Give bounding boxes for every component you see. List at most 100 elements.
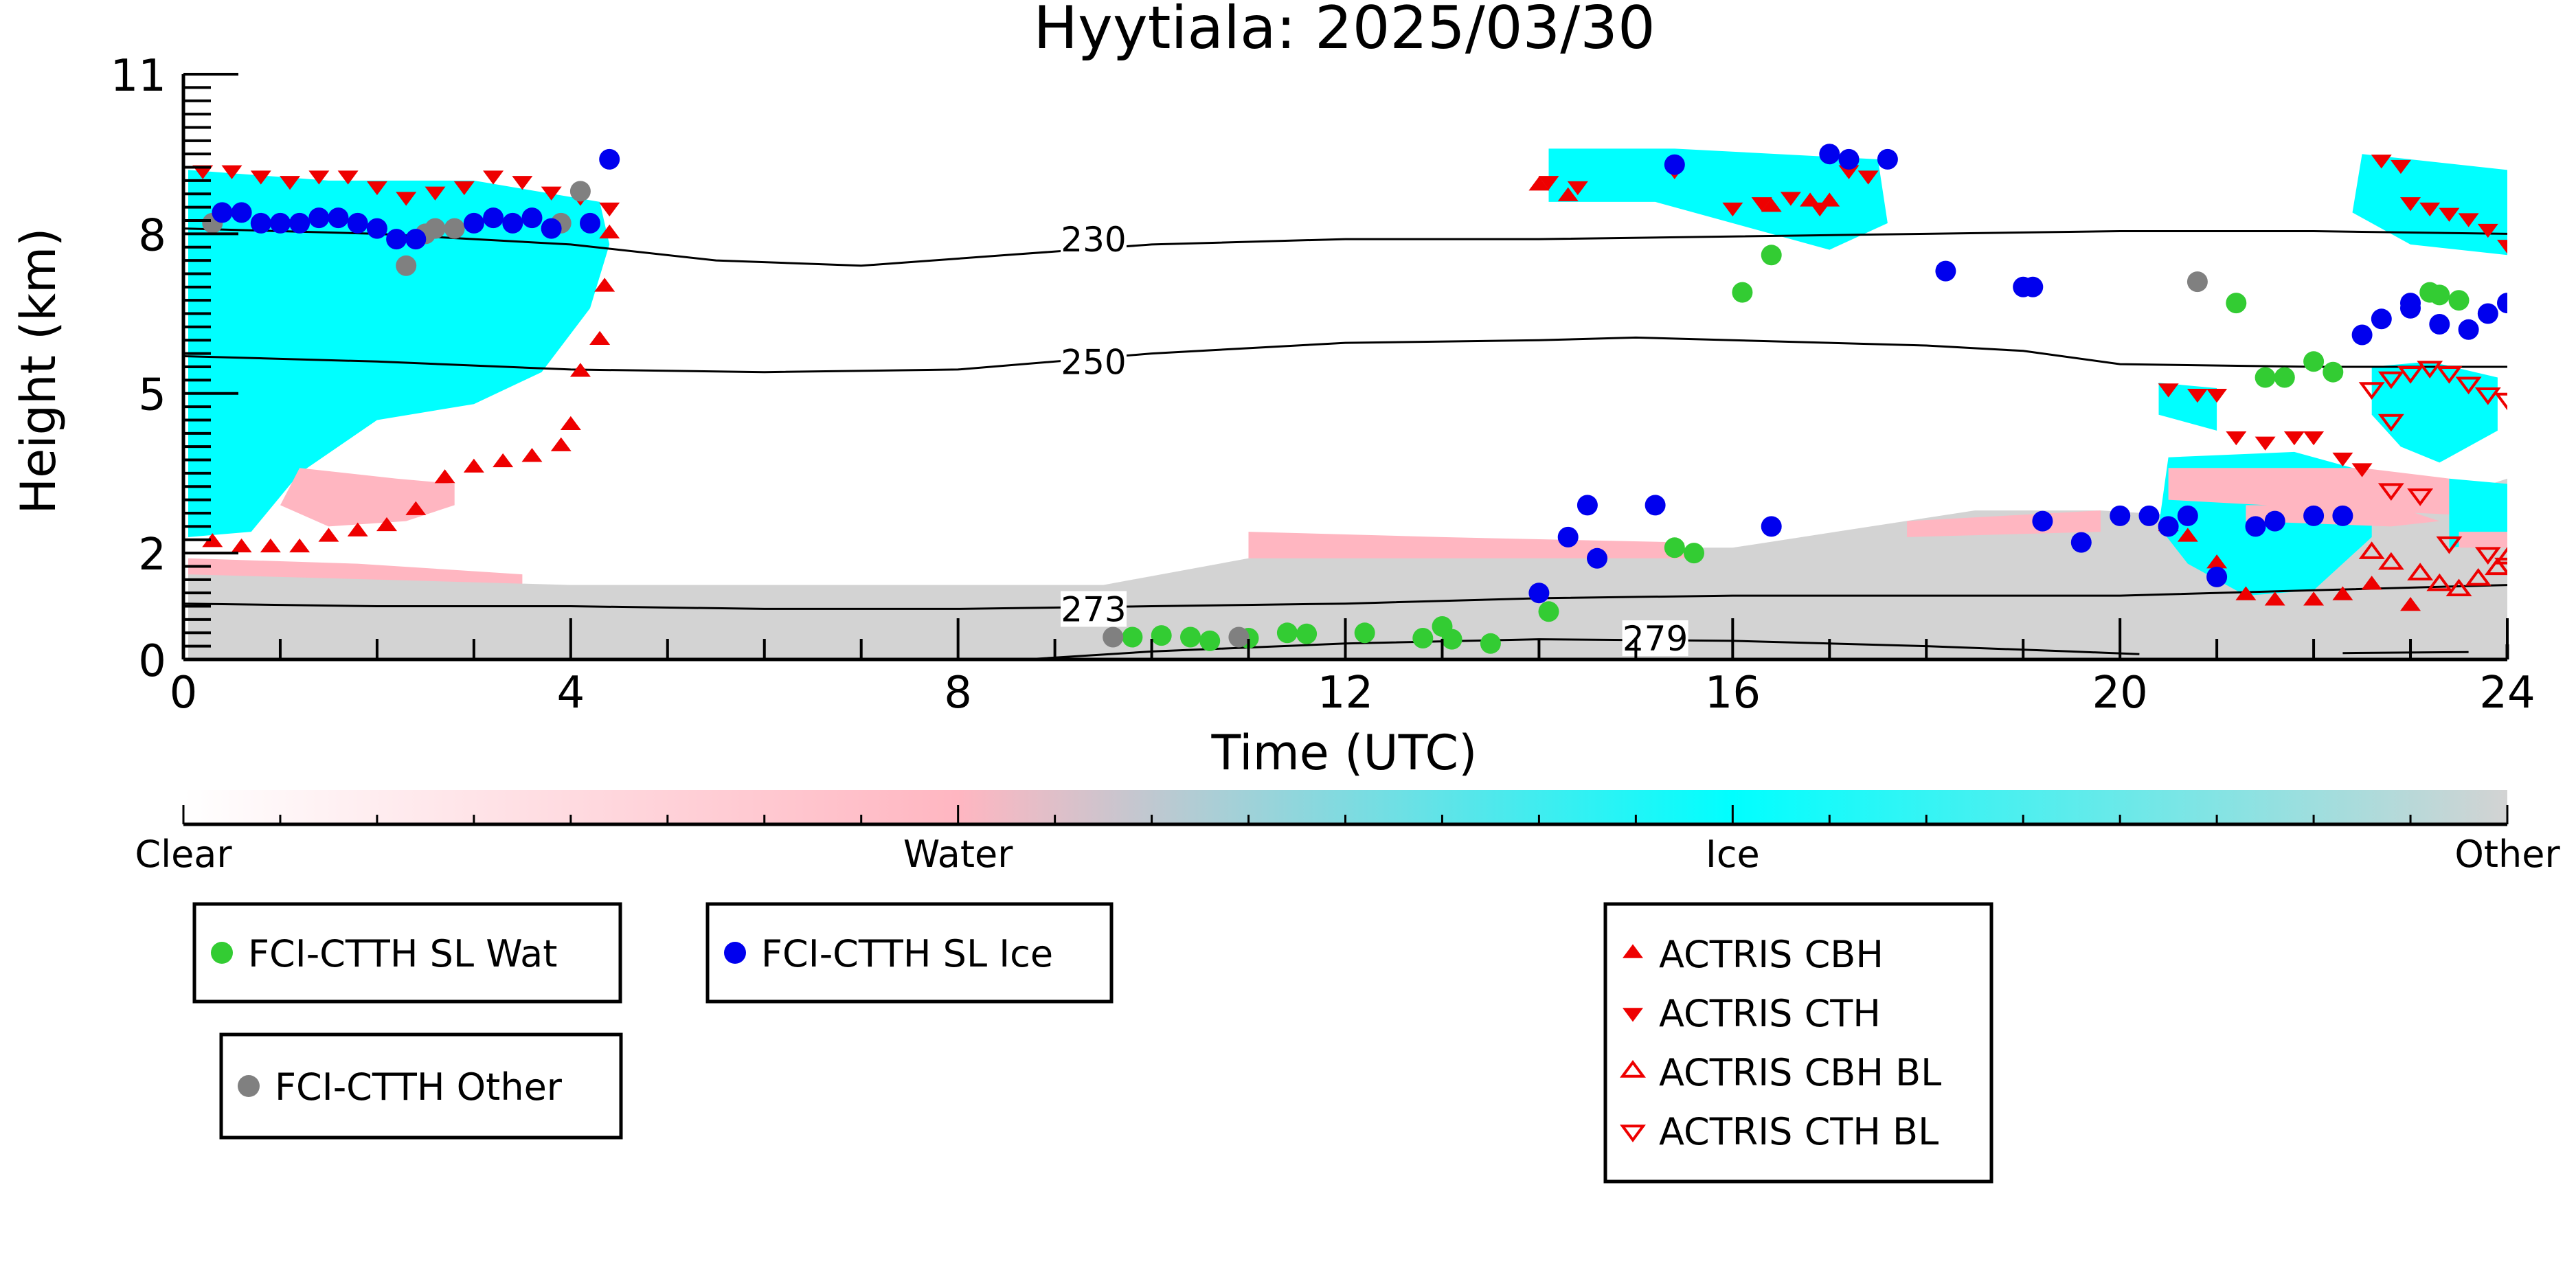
data-point-fci-ctth-sl-wat xyxy=(1180,626,1201,648)
data-point-actris-cbh xyxy=(1761,198,1782,212)
data-point-actris-cbh xyxy=(569,363,591,377)
temperature-contour-230 xyxy=(183,227,2507,267)
data-point-actris-cth xyxy=(221,165,242,179)
data-point-fci-ctth-sl-wat xyxy=(1296,623,1318,644)
data-point-fci-ctth-sl-wat xyxy=(1538,601,1559,622)
data-point-fci-ctth-sl-ice xyxy=(2303,505,2325,526)
data-point-fci-ctth-sl-ice xyxy=(1528,583,1550,604)
data-point-fci-ctth-sl-ice xyxy=(1557,526,1579,547)
legend-box-3: FCI-CTTH Other xyxy=(219,1032,623,1140)
plot-area: 230 250 273 279 0 4 8 12 16 20 24 0 2 5 8 11 xyxy=(111,51,2535,719)
legend-marker-fci-ctth-sl-ice xyxy=(724,942,746,964)
data-point-actris-cbh xyxy=(599,224,620,239)
data-point-actris-cbh xyxy=(493,453,514,468)
data-point-fci-ctth-sl-ice xyxy=(250,212,271,234)
data-point-actris-cth-bl xyxy=(2377,483,2404,501)
data-point-actris-cbh xyxy=(463,458,484,473)
data-point-actris-cth xyxy=(1809,202,1831,217)
data-point-fci-ctth-sl-ice xyxy=(521,207,543,229)
data-point-actris-cbh xyxy=(318,528,339,542)
data-point-fci-ctth-sl-wat xyxy=(1732,282,1753,303)
cloud-region-water-4 xyxy=(1248,532,1684,558)
legend: FCI-CTTH SL Wat FCI-CTTH SL Ice FCI-CTTH O… xyxy=(192,902,1993,1184)
data-point-fci-ctth-sl-ice xyxy=(463,212,484,234)
cloud-region-water-5 xyxy=(1907,510,2101,537)
data-point-actris-cth-bl xyxy=(2436,365,2463,384)
data-point-fci-ctth-sl-ice xyxy=(2022,276,2044,297)
data-point-fci-ctth-sl-ice xyxy=(2110,505,2131,526)
legend-marker-actris-cth-bl xyxy=(1620,1125,1646,1142)
data-point-fci-ctth-sl-ice xyxy=(2507,298,2527,319)
data-point-actris-cth xyxy=(1780,192,1801,206)
contour-label-273: 273 xyxy=(1061,589,1126,629)
y-tick-label: 5 xyxy=(138,370,166,421)
data-point-actris-cbh-bl xyxy=(2407,563,2434,580)
data-point-actris-cbh xyxy=(1528,177,1550,191)
data-point-fci-ctth-sl-wat xyxy=(1199,630,1221,651)
data-point-fci-ctth-sl-ice xyxy=(366,218,387,239)
data-point-fci-ctth-sl-wat xyxy=(2429,284,2450,306)
colorbar-label-ice: Ice xyxy=(1706,833,1760,876)
colorbar-label-water: Water xyxy=(903,833,1013,876)
data-point-actris-cbh-bl xyxy=(2465,567,2492,586)
data-point-actris-cth xyxy=(396,192,417,206)
legend-frame xyxy=(192,902,622,1004)
data-point-actris-cbh xyxy=(231,538,252,553)
legend-label-fci-ctth-other: FCI-CTTH Other xyxy=(275,1065,563,1109)
data-point-actris-cth xyxy=(1722,202,1743,217)
data-point-fci-ctth-sl-ice xyxy=(483,207,504,229)
data-point-actris-cbh xyxy=(289,538,310,553)
legend-box-2: FCI-CTTH SL Ice xyxy=(705,902,1114,1004)
data-point-fci-ctth-sl-ice xyxy=(2158,516,2179,537)
data-point-actris-cbh xyxy=(2303,591,2325,606)
data-point-fci-ctth-other xyxy=(2187,271,2208,293)
data-point-fci-ctth-sl-ice xyxy=(2400,297,2421,319)
y-tick-label: 11 xyxy=(111,51,166,102)
data-point-actris-cbh-bl xyxy=(2445,578,2472,597)
data-point-fci-ctth-sl-ice xyxy=(212,202,233,223)
data-point-actris-cth xyxy=(1751,197,1772,212)
data-point-fci-ctth-sl-ice xyxy=(2371,308,2392,330)
x-tick-label: 20 xyxy=(2092,668,2147,719)
data-point-fci-ctth-sl-ice xyxy=(347,212,368,234)
data-point-actris-cth xyxy=(2255,436,2276,451)
data-point-fci-ctth-sl-ice xyxy=(502,212,523,234)
data-point-fci-ctth-sl-ice xyxy=(2032,510,2053,532)
y-axis-label: Height (km) xyxy=(10,228,67,515)
data-point-fci-ctth-sl-ice xyxy=(541,218,562,239)
data-point-actris-cbh xyxy=(376,517,398,532)
data-point-actris-cbh xyxy=(550,437,572,451)
data-point-actris-cbh xyxy=(2264,591,2285,606)
data-point-actris-cbh-bl xyxy=(2494,546,2507,565)
contour-label-bg-273 xyxy=(1061,591,1127,627)
data-point-fci-ctth-sl-ice xyxy=(2206,566,2228,587)
data-point-fci-ctth-sl-ice xyxy=(599,148,620,170)
x-tick-label: 24 xyxy=(2479,668,2535,719)
temperature-contour-273 xyxy=(183,584,2507,610)
cloud-region-water-9 xyxy=(2168,468,2507,516)
data-point-fci-ctth-other xyxy=(425,218,446,239)
contour-label-279: 279 xyxy=(1623,619,1688,659)
data-point-actris-cth xyxy=(599,202,620,217)
data-point-actris-cbh xyxy=(2206,554,2228,569)
series-actris-cth xyxy=(192,155,2507,477)
legend-box-1: FCI-CTTH SL Wat xyxy=(192,902,622,1004)
data-point-actris-cbh xyxy=(2177,528,2198,542)
data-point-fci-ctth-sl-ice xyxy=(2070,532,2092,553)
series-fci-ctth-sl-wat xyxy=(1122,245,2470,654)
data-point-actris-cth xyxy=(2371,155,2392,169)
data-point-actris-cbh xyxy=(202,533,223,547)
legend-frame xyxy=(1603,902,1993,1184)
contour-label-250: 250 xyxy=(1061,342,1126,382)
legend-label-actris-cbh-bl: ACTRIS CBH BL xyxy=(1659,1051,1941,1094)
legend-box-4: ACTRIS CBH ACTRIS CTH ACTRIS CBH BL ACTRIS … xyxy=(1603,902,1993,1184)
data-point-fci-ctth-sl-ice xyxy=(1819,144,1840,165)
data-point-fci-ctth-sl-ice xyxy=(2429,314,2450,335)
data-point-actris-cth xyxy=(280,176,301,190)
data-point-actris-cth-bl xyxy=(2494,392,2507,411)
data-point-fci-ctth-sl-ice xyxy=(2497,293,2507,314)
data-point-actris-cth xyxy=(1567,181,1588,196)
data-point-fci-ctth-sl-ice xyxy=(386,229,407,250)
legend-marker-actris-cbh xyxy=(1623,944,1643,958)
data-point-actris-cbh xyxy=(560,416,581,430)
